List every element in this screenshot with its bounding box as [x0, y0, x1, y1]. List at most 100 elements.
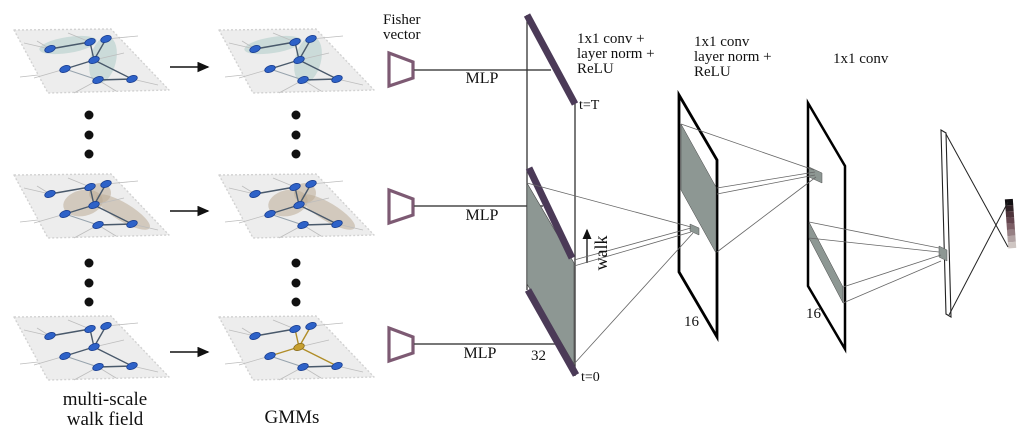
graph-node	[264, 65, 276, 73]
graph-node	[126, 362, 138, 370]
field-line	[19, 361, 39, 365]
graph-edge	[254, 186, 296, 195]
row-arrows	[170, 61, 210, 358]
graph-node	[44, 332, 56, 340]
graph-node	[44, 190, 56, 198]
graph-node	[44, 45, 56, 53]
graph-node-gold	[293, 343, 305, 351]
graph-node	[305, 180, 317, 188]
ellipsis-dot	[291, 130, 301, 140]
ellipsis-dots	[84, 110, 301, 307]
graph-edge	[93, 204, 133, 225]
graph-node	[249, 190, 261, 198]
graph-node	[264, 352, 276, 360]
t-start-label: t=0	[581, 370, 600, 385]
graph-panel	[13, 28, 170, 94]
ellipsis-dot	[84, 110, 94, 120]
graph-node	[331, 362, 343, 370]
fisher-trapezoid-3	[387, 325, 415, 364]
graph-panel	[218, 28, 375, 94]
graph-node	[88, 56, 100, 64]
graph-edge-light	[64, 213, 99, 226]
graph-node	[249, 45, 261, 53]
ellipsis-dot	[84, 258, 94, 268]
multiscale-walkfield-label: multi-scale walk field	[62, 389, 148, 430]
graph-edge	[97, 365, 133, 368]
conv-plane-2	[806, 98, 847, 354]
graph-edge	[97, 78, 133, 81]
graph-node	[297, 363, 309, 371]
mlp-lines	[414, 69, 555, 345]
graph-edge	[49, 186, 91, 195]
feature-sheet	[523, 13, 580, 377]
graph-node	[88, 343, 100, 351]
graph-node	[305, 35, 317, 43]
graph-panel	[218, 315, 375, 381]
graph-node	[297, 221, 309, 229]
graph-edge	[302, 78, 338, 81]
graph-node	[305, 322, 317, 330]
t-end-label: t=T	[579, 98, 600, 113]
graph-edge	[97, 223, 133, 226]
walk-axis-label: walk	[591, 235, 611, 271]
ellipsis-dot	[291, 278, 301, 288]
graph-edge	[93, 59, 133, 80]
graph-edge	[298, 59, 338, 80]
output-bar-cell	[1007, 235, 1016, 243]
graph-panel	[13, 173, 170, 239]
graph-node	[289, 38, 301, 46]
field-line	[224, 74, 244, 78]
band-bottom	[524, 288, 580, 377]
graph-edge	[49, 328, 91, 337]
conv-plane-2-receptive-quad	[808, 166, 823, 184]
graph-node	[331, 220, 343, 228]
graph-edge	[302, 365, 338, 368]
ellipsis-dot	[291, 258, 301, 268]
band-middle	[525, 166, 576, 260]
graph-panel	[218, 173, 375, 239]
ellipsis-dot	[291, 149, 301, 159]
graph-node	[92, 76, 104, 84]
output-bar-cell	[1004, 198, 1014, 206]
output-bar-cell	[1006, 229, 1016, 237]
fisher-vector-glyphs	[387, 50, 415, 364]
band-top	[523, 13, 579, 106]
ellipsis-dot	[291, 110, 301, 120]
output-bar-cell	[1007, 241, 1017, 249]
graph-node	[297, 76, 309, 84]
graph-edge	[49, 41, 91, 50]
graph-edge-light	[64, 68, 99, 81]
mlp-label-1: MLP	[465, 70, 499, 87]
conv-block1-label: 1x1 conv + layer norm + ReLU	[577, 31, 655, 77]
graph-edge-light	[269, 355, 304, 368]
gmm-blob	[294, 36, 322, 84]
graph-node	[289, 183, 301, 191]
graph-node	[84, 183, 96, 191]
graph-edge-light	[64, 355, 99, 368]
graph-edge	[302, 223, 338, 226]
conv-block3-label: 1x1 conv	[833, 51, 889, 67]
output-bar-cell	[1006, 217, 1015, 224]
graph-edge	[93, 346, 133, 367]
ellipsis-dot	[84, 278, 94, 288]
generated-art	[13, 28, 1017, 381]
conv-plane-1-band	[680, 123, 717, 254]
conv-plane-3-outline	[940, 129, 952, 318]
graph-edge	[254, 41, 296, 50]
ellipsis-dot	[291, 297, 301, 307]
ellipsis-dot	[84, 130, 94, 140]
fisher-trapezoid-2	[387, 187, 415, 226]
graph-node	[100, 35, 112, 43]
fisher-vector-label: Fisher vector	[383, 12, 421, 43]
graph-node	[126, 220, 138, 228]
graph-node	[59, 210, 71, 218]
graph-node	[293, 56, 305, 64]
graph-node	[92, 221, 104, 229]
graph-node	[92, 363, 104, 371]
conv-plane-3-receptive-quad	[938, 245, 948, 262]
graph-node	[331, 75, 343, 83]
conv-block2-label: 1x1 conv layer norm + ReLU	[694, 34, 772, 80]
graph-node	[84, 38, 96, 46]
conv-plane-1	[677, 89, 719, 343]
field-line	[224, 219, 244, 223]
